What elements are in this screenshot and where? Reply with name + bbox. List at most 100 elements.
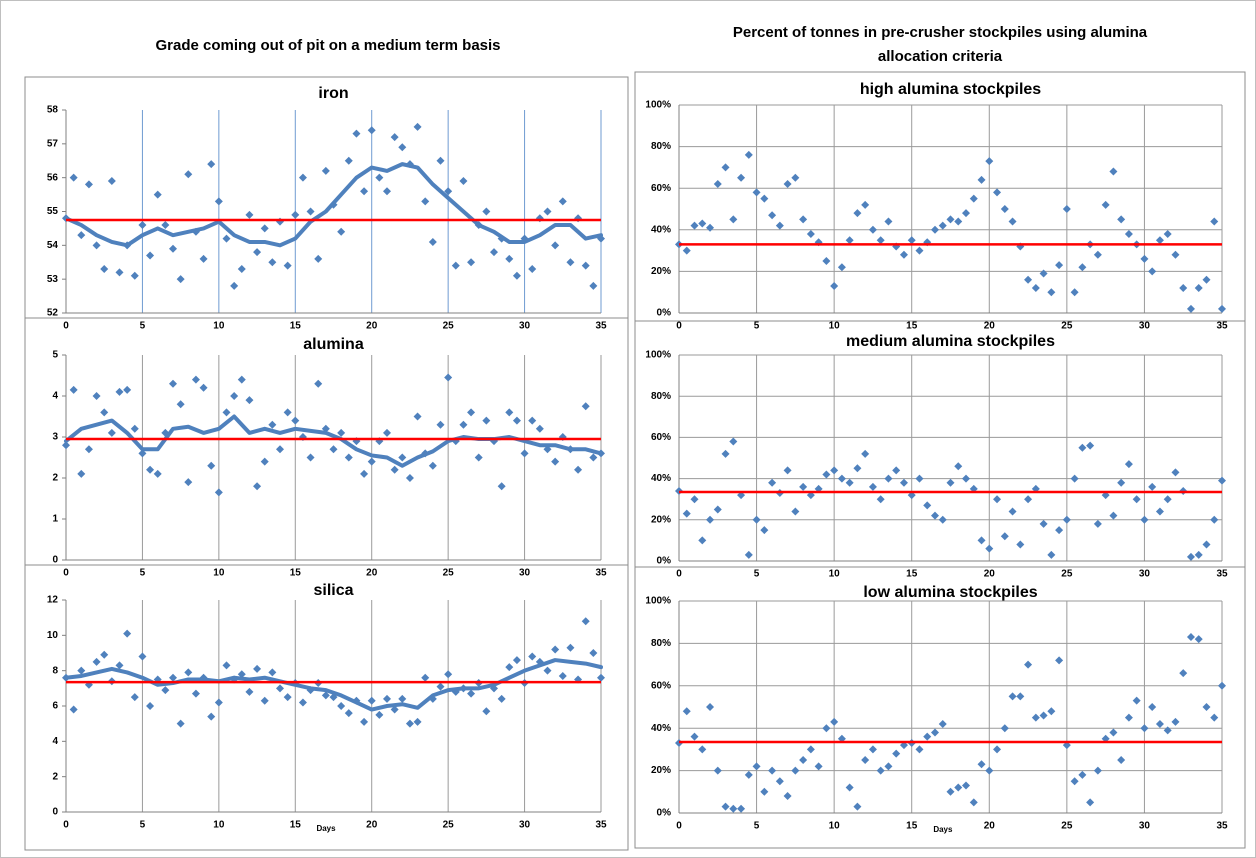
data-point xyxy=(528,265,537,274)
chart-title: medium alumina stockpiles xyxy=(846,333,1055,350)
data-point xyxy=(474,453,483,462)
data-point xyxy=(1117,756,1126,764)
x-tick-label: 15 xyxy=(290,820,302,831)
data-point xyxy=(130,693,139,702)
data-point xyxy=(535,424,544,433)
data-point xyxy=(1179,284,1188,293)
x-tick-label: 30 xyxy=(1139,321,1151,332)
data-point xyxy=(1202,703,1211,711)
y-tick-label: 10 xyxy=(47,630,59,641)
x-tick-label: 20 xyxy=(984,321,996,332)
data-point xyxy=(551,457,560,466)
data-point xyxy=(84,445,93,454)
data-point xyxy=(551,241,560,250)
y-tick-label: 60% xyxy=(651,680,671,691)
panel-border xyxy=(634,566,1246,849)
data-point xyxy=(459,177,468,186)
data-point xyxy=(268,668,277,677)
data-point xyxy=(390,705,399,714)
data-point xyxy=(993,495,1002,504)
data-point xyxy=(505,254,514,263)
y-tick-label: 52 xyxy=(47,308,59,319)
data-point xyxy=(791,507,800,516)
data-point xyxy=(253,482,262,491)
data-point xyxy=(444,670,453,679)
data-point xyxy=(115,661,124,670)
data-point xyxy=(421,673,430,682)
data-point xyxy=(861,756,870,764)
data-point xyxy=(367,696,376,705)
data-point xyxy=(729,215,738,224)
data-point xyxy=(268,420,277,429)
data-point xyxy=(737,804,746,813)
data-point xyxy=(405,719,414,728)
y-tick-label: 0% xyxy=(657,808,672,819)
data-point xyxy=(985,544,994,553)
data-point xyxy=(853,464,862,473)
data-point xyxy=(884,762,893,771)
x-tick-label: 10 xyxy=(829,569,841,580)
data-point xyxy=(1008,507,1017,516)
data-point xyxy=(298,173,307,182)
data-point xyxy=(1202,275,1211,284)
data-point xyxy=(938,719,947,728)
data-point xyxy=(130,424,139,433)
data-point xyxy=(868,745,877,754)
data-point xyxy=(682,509,691,518)
data-point xyxy=(1070,474,1079,483)
data-point xyxy=(161,686,170,695)
data-point xyxy=(467,408,476,417)
data-point xyxy=(1078,770,1087,779)
data-point xyxy=(713,505,722,514)
y-tick-label: 4 xyxy=(52,736,58,747)
data-point xyxy=(1202,540,1211,549)
data-point xyxy=(915,745,924,754)
data-point xyxy=(1124,229,1133,238)
data-point xyxy=(1218,681,1226,690)
data-point xyxy=(1039,269,1048,278)
data-point xyxy=(107,177,116,186)
data-point xyxy=(938,221,947,230)
data-point xyxy=(853,802,862,811)
data-point xyxy=(482,416,491,425)
data-point xyxy=(1155,507,1164,516)
x-tick-label: 25 xyxy=(1061,569,1073,580)
data-point xyxy=(1000,205,1009,213)
data-point xyxy=(713,180,722,189)
data-point xyxy=(744,770,753,779)
data-point xyxy=(1039,711,1048,720)
data-point xyxy=(1171,250,1180,259)
data-point xyxy=(444,373,453,382)
data-point xyxy=(581,402,590,411)
data-point xyxy=(123,629,132,638)
data-point xyxy=(923,501,932,510)
data-point xyxy=(806,745,815,754)
data-point xyxy=(713,766,722,775)
data-point xyxy=(77,469,86,478)
y-tick-label: 80% xyxy=(651,638,671,649)
data-point xyxy=(398,453,407,462)
data-point xyxy=(923,732,932,741)
data-point xyxy=(954,462,963,471)
data-point xyxy=(176,400,185,409)
data-point xyxy=(892,749,901,758)
data-point xyxy=(938,515,947,524)
data-point xyxy=(321,691,330,700)
data-point xyxy=(467,258,476,267)
data-point xyxy=(581,261,590,270)
data-point xyxy=(1024,495,1033,504)
data-point xyxy=(876,766,885,775)
data-point xyxy=(69,705,78,714)
data-point xyxy=(505,408,514,417)
y-tick-label: 5 xyxy=(52,350,58,361)
data-point xyxy=(853,209,862,218)
data-point xyxy=(291,210,300,219)
data-point xyxy=(799,215,808,224)
chart-title: high alumina stockpiles xyxy=(860,81,1041,98)
data-point xyxy=(230,392,239,400)
data-point xyxy=(214,488,223,497)
data-point xyxy=(276,684,284,693)
data-point xyxy=(314,254,323,263)
chart-title: silica xyxy=(313,582,353,599)
data-point xyxy=(830,281,839,290)
